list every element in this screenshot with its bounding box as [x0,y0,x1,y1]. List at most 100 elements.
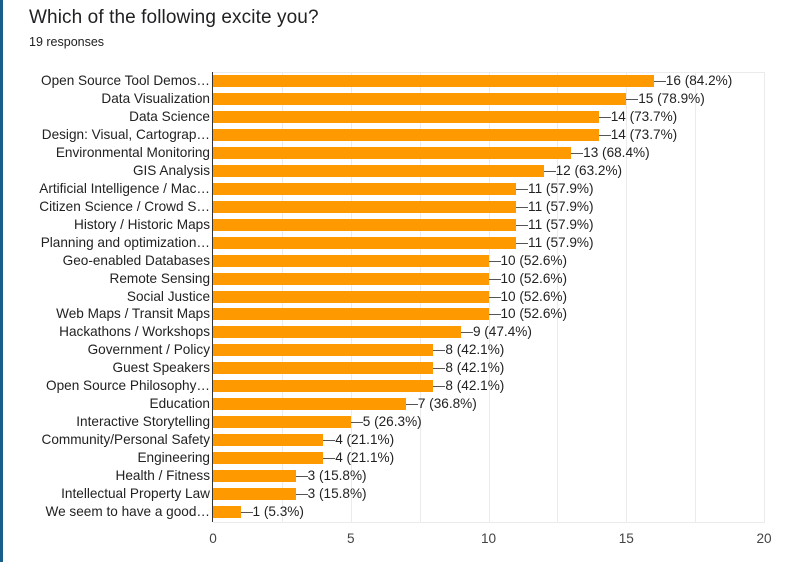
value-label: 4 (21.1%) [335,432,395,448]
value-label: 11 (57.9%) [528,216,594,232]
bar[interactable] [213,218,517,231]
bar[interactable] [213,362,434,375]
bar[interactable] [213,416,351,429]
x-tick-label: 15 [618,531,634,546]
x-tick-label: 10 [480,531,497,546]
bar[interactable] [213,110,599,123]
label-connector-line [488,296,501,298]
value-label: 11 (57.9%) [528,180,594,196]
response-count: 19 responses [29,35,105,49]
label-connector-line [571,152,584,154]
category-label: Guest Speakers [112,360,210,376]
bar[interactable] [213,326,461,339]
category-label: Government / Policy [87,342,210,358]
x-tick-label: 20 [756,531,772,546]
bar-row: History / Historic Maps 11 (57.9%) [0,216,787,234]
category-label: Data Science [129,108,210,124]
value-label: 10 (52.6%) [500,252,568,268]
category-label: Interactive Storytelling [76,414,210,430]
bar-row: Social Justice 10 (52.6%) [0,288,787,306]
bar-row: Interactive Storytelling 5 (26.3%) [0,413,787,431]
value-label: 11 (57.9%) [528,198,594,214]
value-label: 8 (42.1%) [445,360,505,376]
category-label: Artificial Intelligence / Mac… [39,180,210,196]
value-label: 7 (36.8%) [417,396,477,412]
category-label: Health / Fitness [115,468,210,484]
bar-row: Remote Sensing 10 (52.6%) [0,270,787,288]
bar[interactable] [213,272,489,285]
label-connector-line [516,224,529,226]
value-label: 10 (52.6%) [500,270,568,286]
bar[interactable] [213,344,434,357]
bar[interactable] [213,452,324,465]
value-label: 5 (26.3%) [362,414,422,430]
label-connector-line [516,206,529,208]
value-label: 3 (15.8%) [307,468,367,484]
category-label: Web Maps / Transit Maps [56,306,210,322]
category-label: Geo-enabled Databases [62,252,210,268]
bar[interactable] [213,164,544,177]
value-label: 14 (73.7%) [610,108,678,124]
bar-row: Citizen Science / Crowd S… 11 (57.9%) [0,198,787,216]
category-label: Engineering [137,450,210,466]
bar-row: Geo-enabled Databases 10 (52.6%) [0,252,787,270]
category-label: Design: Visual, Cartograp… [41,126,210,142]
category-label: Intellectual Property Law [61,486,210,502]
bar-row: Engineering 4 (21.1%) [0,449,787,467]
label-connector-line [653,81,666,82]
label-connector-line [433,350,446,352]
category-label: Education [149,396,210,412]
bar[interactable] [213,488,296,501]
gridline [557,73,559,522]
bar[interactable] [213,236,517,249]
bar[interactable] [213,128,599,141]
bar[interactable] [213,254,489,267]
bar[interactable] [213,506,241,519]
category-label: Hackathons / Workshops [59,324,210,340]
left-accent-border [0,0,3,562]
bar-row: Artificial Intelligence / Mac… 11 (57.9%) [0,180,787,198]
bar-row: Open Source Philosophy… 8 (42.1%) [0,377,787,395]
value-label: 11 (57.9%) [528,234,594,250]
label-connector-line [488,314,501,316]
x-tick-label: 5 [346,531,355,546]
value-label: 10 (52.6%) [500,306,568,322]
label-connector-line [295,494,308,496]
label-connector-line [626,98,639,100]
category-label: Data Visualization [101,90,210,106]
bar[interactable] [213,182,517,195]
bar[interactable] [213,398,406,411]
bar[interactable] [213,200,517,213]
bar-row: Community/Personal Safety 4 (21.1%) [0,431,787,449]
bar-row: Education 7 (36.8%) [0,395,787,413]
label-connector-line [488,260,501,262]
label-connector-line [323,458,336,460]
gridline [695,73,697,522]
bar[interactable] [213,470,296,483]
bar[interactable] [213,308,489,321]
y-axis-line [212,72,213,522]
label-connector-line [598,116,611,118]
bar-row: We seem to have a good… 1 (5.3%) [0,503,787,521]
x-tick-label: 0 [209,531,217,546]
category-label: Planning and optimization… [40,234,210,250]
bar[interactable] [213,92,627,105]
chart-title: Which of the following excite you? [29,7,319,28]
bar-row: Guest Speakers 8 (42.1%) [0,359,787,377]
value-label: 4 (21.1%) [335,450,395,466]
bar[interactable] [213,434,324,447]
label-connector-line [295,476,308,478]
bar-row: Planning and optimization… 11 (57.9%) [0,234,787,252]
bar[interactable] [213,75,654,87]
label-connector-line [405,404,418,406]
category-label: Social Justice [126,288,210,304]
bar[interactable] [213,380,434,393]
bar[interactable] [213,290,489,303]
label-connector-line [433,368,446,370]
bar[interactable] [213,146,572,159]
value-label: 15 (78.9%) [638,90,705,106]
value-label: 8 (42.1%) [445,342,505,358]
label-connector-line [350,422,363,424]
bar-row: GIS Analysis 12 (63.2%) [0,162,787,180]
bar-row: Intellectual Property Law 3 (15.8%) [0,485,787,503]
